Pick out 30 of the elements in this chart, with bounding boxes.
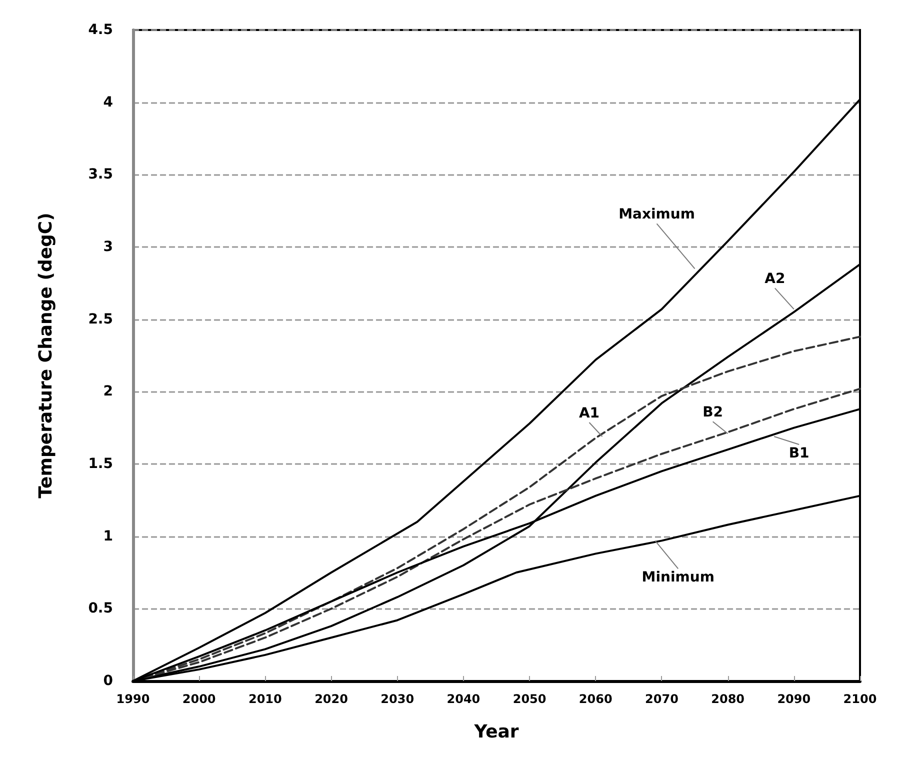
x-tick-label: 1990	[116, 692, 150, 706]
y-tick-label: 0.5	[88, 600, 113, 617]
y-tick-label: 1	[103, 528, 113, 544]
y-axis-title: Temperature Change (degC)	[36, 212, 56, 498]
y-tick-label: 2	[103, 384, 113, 400]
annotation: A2	[764, 271, 786, 288]
x-tick-label: 2100	[843, 692, 877, 706]
y-tick-label: 1.5	[88, 456, 113, 472]
x-tick-label: 2090	[777, 692, 811, 706]
x-tick-label: 2030	[380, 692, 414, 706]
y-tick-label: 4	[103, 94, 114, 110]
x-tick-label: 2040	[446, 692, 480, 706]
x-axis-title: Year	[473, 722, 519, 742]
x-tick-label: 2010	[248, 692, 282, 706]
y-tick-label: 3.5	[88, 166, 113, 183]
y-tick-label: 2.5	[88, 311, 113, 328]
y-tick-label: 0	[103, 673, 114, 689]
y-tick-label: 4.5	[88, 22, 113, 38]
annotation: B2	[702, 404, 724, 421]
x-tick-label: 2000	[182, 692, 216, 706]
x-tick-label: 2070	[645, 692, 678, 706]
annotation: Maximum	[618, 206, 695, 223]
annotation: Minimum	[642, 570, 714, 586]
x-tick-label: 2020	[314, 692, 348, 706]
x-tick-label: 2050	[512, 692, 546, 706]
y-tick-label: 3	[103, 239, 113, 255]
x-tick-label: 2060	[578, 692, 612, 706]
annotation: A1	[578, 406, 600, 422]
x-tick-label: 2080	[711, 692, 745, 706]
annotation: B1	[788, 446, 810, 462]
